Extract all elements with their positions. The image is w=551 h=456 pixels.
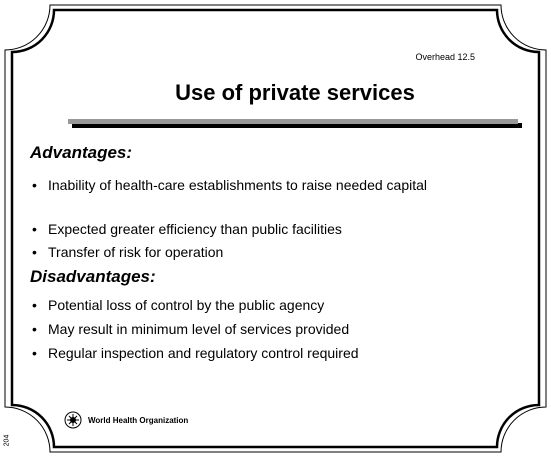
page-number: 204: [3, 434, 11, 447]
bullet-item: • Expected greater efficiency than public…: [32, 221, 532, 238]
overhead-label: Overhead 12.5: [415, 52, 475, 62]
bullet-item: • Transfer of risk for operation: [32, 244, 532, 261]
bullet-item: • May result in minimum level of services…: [32, 321, 532, 338]
bullet-text: Potential loss of control by the public …: [48, 297, 325, 313]
bullet-text: Transfer of risk for operation: [48, 244, 224, 260]
bullet-text: Expected greater efficiency than public …: [48, 221, 342, 237]
slide-title: Use of private services: [175, 80, 415, 105]
bullet-item: • Regular inspection and regulatory contr…: [32, 345, 532, 362]
bullet: •: [32, 345, 37, 361]
footer: World Health Organization: [88, 416, 189, 425]
bullet: •: [32, 177, 37, 193]
bullet-text: Inability of health-care establishments …: [48, 177, 427, 193]
bullet: •: [32, 321, 37, 337]
section-heading: Advantages:: [30, 143, 133, 162]
bullet-text: Regular inspection and regulatory contro…: [48, 345, 359, 361]
bullet: •: [32, 297, 37, 313]
bullet-item: • Potential loss of control by the public…: [32, 297, 532, 314]
section-heading: Disadvantages:: [30, 267, 156, 286]
bullet: •: [32, 244, 37, 260]
bullet-text: May result in minimum level of services …: [48, 321, 350, 337]
bullet: •: [32, 221, 37, 237]
bullet-item: • Inability of health-care establishments…: [32, 177, 532, 194]
